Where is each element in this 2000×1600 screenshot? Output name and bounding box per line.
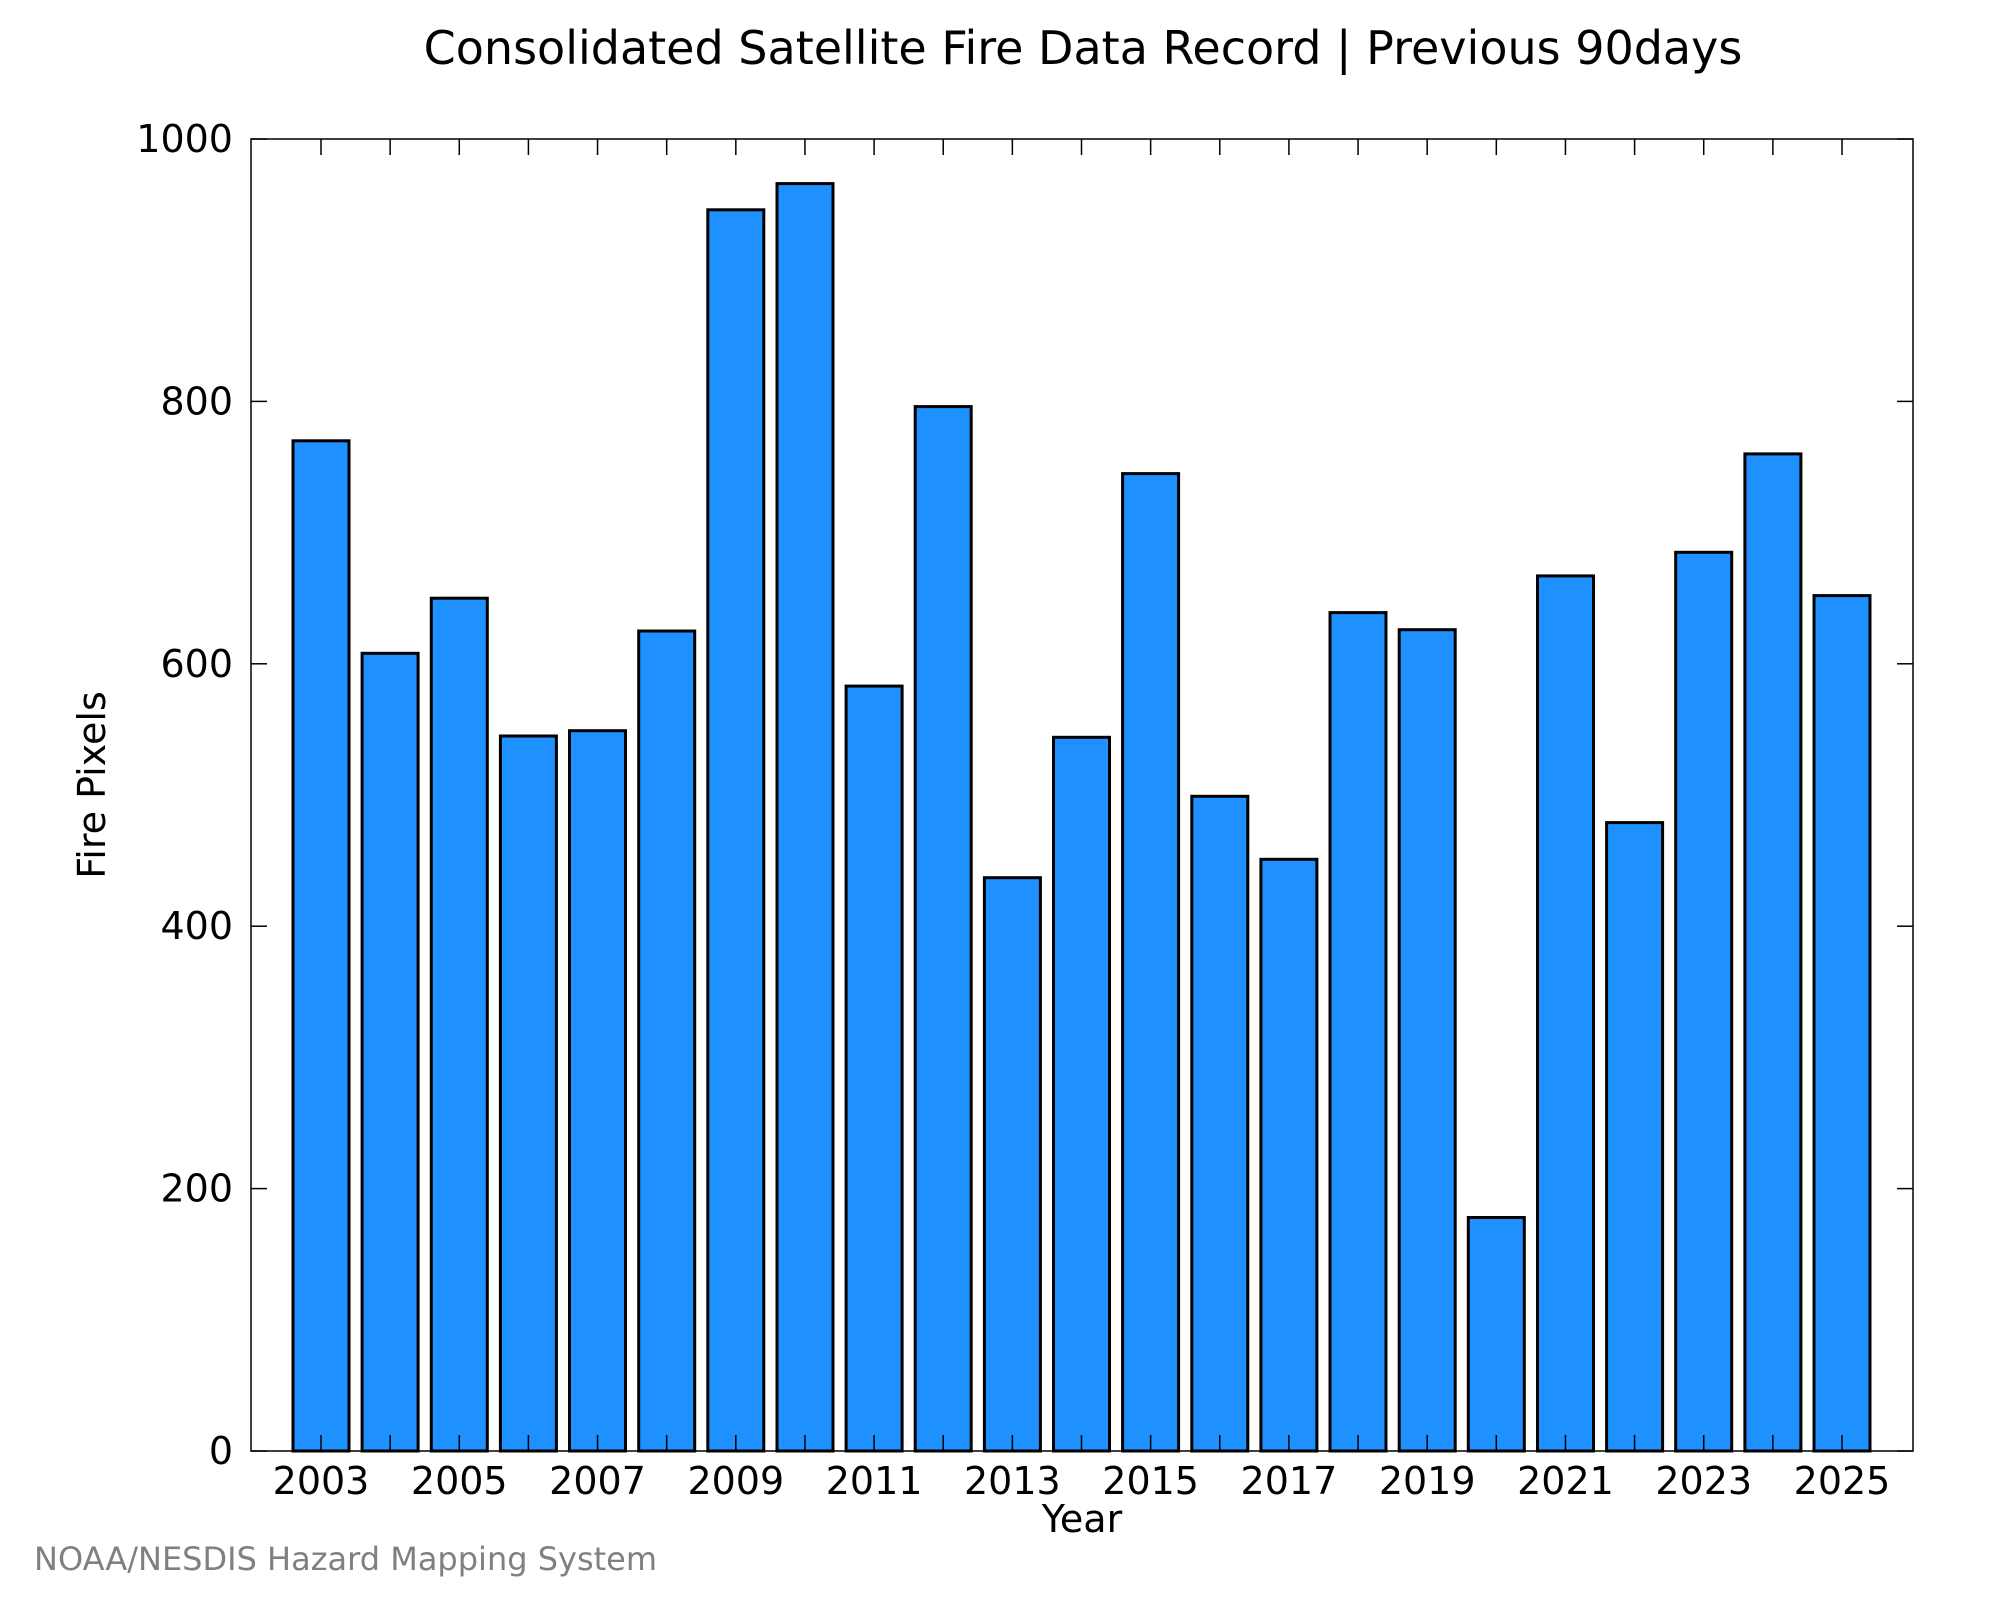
credit-text: NOAA/NESDIS Hazard Mapping System <box>34 1540 657 1578</box>
y-tick-label-1000: 1000 <box>136 117 233 161</box>
y-tick-label-600: 600 <box>160 642 233 686</box>
bar-2013 <box>982 876 1042 1453</box>
bar-2020 <box>1466 1216 1526 1453</box>
bar-2017 <box>1259 857 1319 1453</box>
y-tick-label-800: 800 <box>160 379 233 423</box>
y-tick-label-0: 0 <box>209 1429 233 1473</box>
bar-2011 <box>844 684 904 1453</box>
chart-title: Consolidated Satellite Fire Data Record … <box>424 21 1743 76</box>
x-tick-label-2021: 2021 <box>1517 1459 1614 1503</box>
y-tick-label-200: 200 <box>160 1167 233 1211</box>
x-tick-label-2011: 2011 <box>826 1459 923 1503</box>
bar-2007 <box>568 729 627 1453</box>
x-tick-label-2017: 2017 <box>1241 1459 1338 1503</box>
bar-2024 <box>1743 452 1803 1453</box>
bar-2021 <box>1536 574 1595 1453</box>
x-tick-label-2025: 2025 <box>1794 1459 1891 1503</box>
bar-2012 <box>913 405 973 1453</box>
x-tick-label-2003: 2003 <box>273 1459 370 1503</box>
x-tick-label-2023: 2023 <box>1655 1459 1752 1503</box>
bar-2009 <box>706 208 766 1453</box>
bar-2003 <box>291 439 351 1453</box>
bar-2025 <box>1812 594 1872 1453</box>
bar-2018 <box>1328 611 1388 1453</box>
bar-2005 <box>429 596 489 1453</box>
bar-2015 <box>1121 472 1181 1453</box>
bar-2014 <box>1052 735 1111 1453</box>
bar-2006 <box>498 734 558 1453</box>
plot-area-frame <box>250 138 1914 1452</box>
bar-2022 <box>1605 821 1665 1453</box>
bar-2019 <box>1397 628 1457 1453</box>
x-tick-label-2009: 2009 <box>687 1459 784 1503</box>
x-tick-label-2015: 2015 <box>1102 1459 1199 1503</box>
bar-2010 <box>775 182 835 1453</box>
bar-2004 <box>360 651 420 1453</box>
bar-2023 <box>1674 550 1734 1453</box>
y-axis-label: Fire Pixels <box>70 691 114 879</box>
x-tick-label-2019: 2019 <box>1379 1459 1476 1503</box>
x-tick-label-2013: 2013 <box>964 1459 1061 1503</box>
x-axis-label: Year <box>1041 1497 1123 1541</box>
y-tick-label-400: 400 <box>160 904 233 948</box>
bar-2008 <box>637 629 697 1453</box>
x-tick-label-2005: 2005 <box>411 1459 508 1503</box>
bar-2016 <box>1190 794 1250 1453</box>
x-tick-label-2007: 2007 <box>549 1459 646 1503</box>
